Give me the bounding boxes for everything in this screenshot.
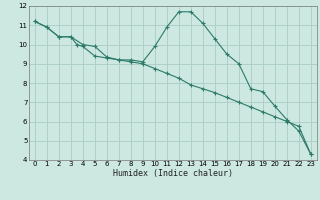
X-axis label: Humidex (Indice chaleur): Humidex (Indice chaleur) bbox=[113, 169, 233, 178]
